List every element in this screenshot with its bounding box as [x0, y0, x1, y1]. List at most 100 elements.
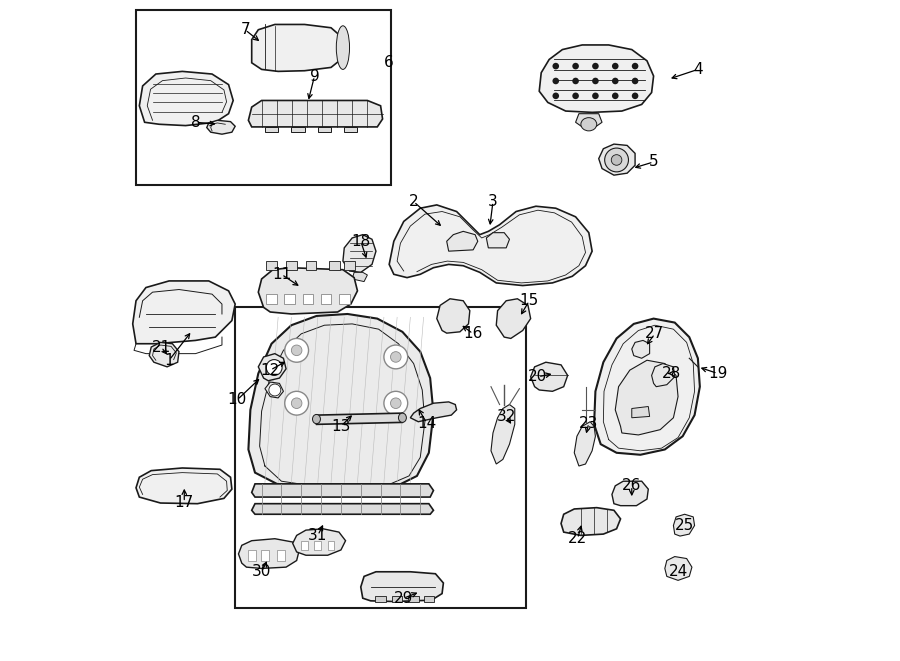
Ellipse shape [399, 413, 407, 422]
Text: 9: 9 [310, 69, 320, 83]
Circle shape [553, 78, 559, 85]
Text: 5: 5 [649, 155, 659, 169]
Polygon shape [258, 354, 286, 381]
Text: 3: 3 [488, 194, 498, 209]
Polygon shape [392, 596, 402, 602]
Circle shape [612, 93, 618, 99]
Text: 30: 30 [252, 564, 271, 579]
Polygon shape [539, 45, 653, 112]
Text: 14: 14 [418, 416, 436, 430]
Polygon shape [314, 413, 405, 424]
Ellipse shape [605, 148, 628, 172]
Polygon shape [286, 261, 297, 270]
Polygon shape [375, 596, 386, 602]
Text: 11: 11 [272, 267, 291, 282]
Polygon shape [238, 539, 300, 568]
Text: 25: 25 [675, 518, 694, 533]
Polygon shape [248, 314, 434, 490]
Circle shape [612, 78, 618, 85]
Text: 24: 24 [669, 564, 688, 579]
Ellipse shape [312, 414, 320, 424]
Text: 2: 2 [409, 194, 419, 209]
Polygon shape [576, 114, 602, 127]
Polygon shape [314, 541, 321, 550]
Polygon shape [344, 261, 355, 270]
Circle shape [553, 93, 559, 99]
Polygon shape [436, 299, 470, 333]
Polygon shape [248, 550, 256, 561]
Text: 15: 15 [519, 293, 539, 308]
Polygon shape [265, 127, 278, 132]
Polygon shape [140, 71, 233, 126]
Polygon shape [248, 100, 382, 127]
Text: 20: 20 [528, 369, 547, 384]
Ellipse shape [337, 26, 349, 69]
Text: 29: 29 [394, 591, 413, 605]
Polygon shape [292, 127, 304, 132]
Polygon shape [329, 261, 339, 270]
Polygon shape [612, 481, 648, 506]
Text: 32: 32 [497, 409, 516, 424]
Polygon shape [258, 268, 357, 314]
Polygon shape [598, 144, 635, 175]
Polygon shape [389, 205, 592, 286]
Polygon shape [136, 468, 232, 504]
Polygon shape [302, 294, 313, 304]
Circle shape [632, 78, 638, 85]
Polygon shape [561, 508, 620, 535]
Polygon shape [496, 299, 531, 338]
Ellipse shape [580, 118, 597, 131]
Ellipse shape [611, 155, 622, 165]
Polygon shape [266, 261, 277, 270]
Circle shape [553, 63, 559, 69]
Ellipse shape [292, 345, 302, 356]
Polygon shape [265, 382, 284, 398]
Polygon shape [328, 541, 334, 550]
Circle shape [592, 63, 598, 69]
Ellipse shape [284, 391, 309, 415]
Polygon shape [207, 120, 235, 134]
Polygon shape [252, 24, 341, 71]
Circle shape [632, 93, 638, 99]
Text: 27: 27 [645, 327, 664, 341]
Polygon shape [424, 596, 434, 602]
Text: 16: 16 [464, 327, 482, 341]
Text: 22: 22 [568, 531, 587, 546]
Polygon shape [132, 281, 235, 344]
Text: 21: 21 [151, 340, 171, 354]
Text: 18: 18 [351, 234, 371, 249]
Text: 23: 23 [579, 416, 599, 430]
Polygon shape [302, 541, 308, 550]
Polygon shape [594, 319, 700, 455]
Ellipse shape [391, 352, 401, 362]
Polygon shape [339, 294, 349, 304]
Polygon shape [491, 405, 515, 464]
Polygon shape [574, 422, 596, 466]
Polygon shape [343, 235, 376, 272]
Polygon shape [320, 294, 331, 304]
Text: 8: 8 [191, 115, 201, 130]
Circle shape [592, 78, 598, 85]
Ellipse shape [269, 384, 281, 396]
Polygon shape [410, 402, 456, 422]
Circle shape [572, 78, 579, 85]
Polygon shape [277, 550, 285, 561]
Text: 28: 28 [662, 366, 681, 381]
Polygon shape [318, 127, 331, 132]
Text: 13: 13 [331, 419, 351, 434]
Ellipse shape [284, 338, 309, 362]
Polygon shape [632, 407, 650, 418]
Polygon shape [531, 362, 568, 391]
Polygon shape [149, 342, 179, 367]
Polygon shape [446, 231, 478, 251]
Polygon shape [616, 360, 678, 435]
Polygon shape [486, 233, 509, 248]
Polygon shape [284, 294, 295, 304]
Bar [136, 10, 391, 185]
Text: 19: 19 [708, 366, 727, 381]
Polygon shape [665, 557, 692, 580]
Text: 26: 26 [622, 479, 642, 493]
Polygon shape [673, 514, 695, 536]
Polygon shape [266, 294, 277, 304]
Text: 17: 17 [175, 495, 194, 510]
